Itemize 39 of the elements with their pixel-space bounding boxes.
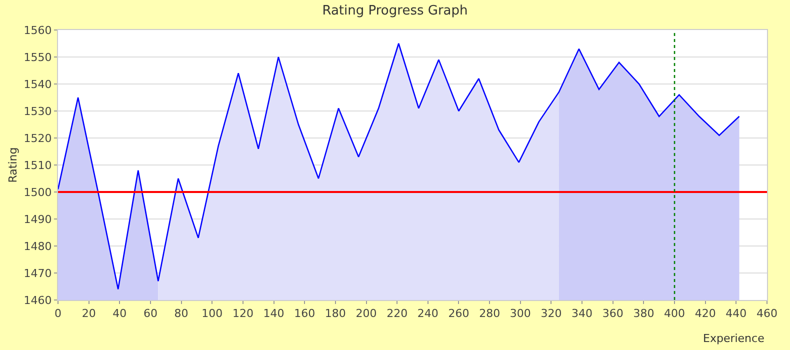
x-tick-label: 380 [633, 307, 654, 320]
y-tick-label: 1500 [24, 186, 52, 199]
y-tick-label: 1540 [24, 78, 52, 91]
x-tick-label: 360 [602, 307, 624, 320]
chart-title: Rating Progress Graph [322, 3, 468, 18]
y-tick-label: 1460 [24, 294, 52, 307]
x-tick-label: 60 [143, 307, 158, 320]
x-tick-label: 300 [510, 307, 531, 320]
x-tick-label: 220 [386, 307, 408, 320]
x-tick-label: 340 [572, 307, 593, 320]
x-tick-label: 80 [174, 307, 188, 320]
x-tick-label: 440 [726, 307, 747, 320]
x-tick-label: 40 [112, 307, 127, 320]
x-tick-label: 280 [479, 307, 500, 320]
y-tick-label: 1470 [24, 266, 52, 280]
x-tick-label: 260 [448, 307, 470, 320]
x-axis-title: Experience [703, 332, 765, 345]
x-tick-label: 200 [356, 307, 377, 320]
x-tick-label: 20 [82, 307, 96, 320]
y-tick-label: 1510 [24, 158, 52, 172]
x-tick-label: 240 [417, 307, 438, 320]
x-tick-label: 100 [202, 307, 223, 320]
x-tick-label: 420 [694, 307, 716, 320]
y-tick-label: 1480 [24, 240, 52, 253]
x-tick-label: 400 [664, 307, 686, 320]
x-tick-label: 0 [54, 307, 62, 320]
y-axis-title: Rating [6, 147, 20, 183]
x-tick-label: 180 [324, 307, 346, 320]
x-tick-label: 460 [756, 307, 778, 320]
y-tick-label: 1490 [24, 212, 52, 226]
x-tick-label: 320 [540, 307, 562, 320]
y-tick-label: 1530 [24, 104, 52, 118]
line-series [58, 42, 740, 290]
y-tick-label: 1520 [24, 132, 52, 145]
y-tick-label: 1560 [24, 24, 52, 37]
x-tick-label: 160 [294, 307, 316, 320]
x-tick-label: 140 [263, 307, 284, 320]
x-tick-label: 120 [232, 307, 254, 320]
y-tick-label: 1550 [24, 50, 52, 64]
